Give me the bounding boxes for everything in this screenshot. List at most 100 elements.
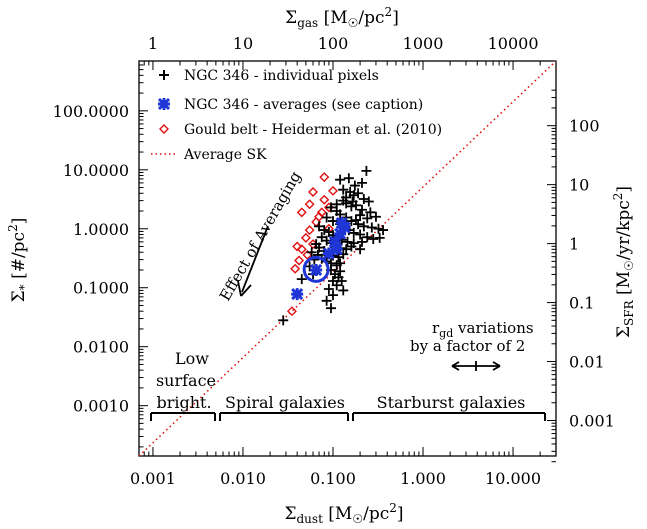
- average-point: [310, 263, 323, 277]
- bottom-tick-label: 10.000: [485, 469, 541, 488]
- top-axis-label: Σgas [M☉/pc2]: [285, 5, 399, 30]
- left-axis-label: Σ* [#/pc2]: [6, 218, 31, 303]
- legend-item-averages: NGC 346 - averages (see caption): [157, 97, 423, 113]
- ngc346-pixel-points: [278, 165, 389, 326]
- pixel-point: [378, 225, 389, 236]
- pixel-point: [327, 216, 338, 227]
- region-spiral: Spiral galaxies: [225, 393, 345, 412]
- pixel-point: [346, 201, 357, 212]
- bottom-axis-ticks: 0.001 0.010 0.100 1.000 10.000: [130, 447, 557, 488]
- average-point: [322, 247, 335, 260]
- pixel-point: [373, 223, 384, 234]
- pixel-point: [321, 295, 332, 306]
- bottom-tick-label: 0.001: [130, 469, 176, 488]
- pixel-point: [355, 244, 366, 255]
- gould-point: [302, 249, 313, 260]
- pixel-point: [348, 227, 359, 238]
- pixel-point: [361, 165, 372, 176]
- pixel-point: [314, 221, 325, 232]
- rgd-annotation: rgd variations by a factor of 2: [410, 319, 534, 371]
- pixel-point: [357, 204, 368, 215]
- averaging-arrow-shaft: [241, 225, 269, 293]
- pixel-point: [362, 213, 373, 224]
- bottom-tick-label: 0.010: [220, 469, 266, 488]
- gould-point: [296, 207, 307, 218]
- pixel-point: [335, 266, 346, 277]
- region-low-line2: surface: [156, 371, 216, 390]
- gould-point: [286, 306, 297, 317]
- right-tick-label: 10: [569, 176, 589, 195]
- right-tick-label: 100: [569, 117, 600, 136]
- pixel-point: [338, 184, 349, 195]
- pixel-point: [319, 225, 330, 236]
- gould-point: [316, 207, 327, 218]
- pixel-point: [368, 234, 379, 245]
- average-point: [291, 288, 304, 301]
- top-tick-label: 1: [148, 34, 158, 53]
- left-tick-label: 10.0000: [63, 161, 129, 180]
- pixel-point: [358, 221, 369, 232]
- left-axis-ticks: 0.0010 0.0100 0.1000 1.0000 10.0000 100.0000: [53, 60, 148, 448]
- pixel-point: [365, 207, 376, 218]
- legend-diamond-marker: [159, 124, 169, 134]
- pixel-point: [331, 280, 342, 291]
- average-point: [335, 216, 348, 230]
- region-low-line1: Low: [175, 349, 209, 368]
- right-tick-label: 0.001: [569, 411, 615, 430]
- right-tick-label: 0.1: [569, 294, 594, 313]
- pixel-point: [321, 212, 332, 223]
- legend-item-gould: Gould belt - Heiderman et al. (2010): [159, 122, 442, 138]
- bottom-tick-label: 1.000: [400, 469, 446, 488]
- pixel-point: [357, 177, 368, 188]
- left-tick-label: 0.1000: [73, 279, 129, 298]
- gould-point: [304, 199, 315, 210]
- bottom-tick-label: 0.100: [310, 469, 356, 488]
- gould-point: [328, 185, 338, 196]
- rgd-range-arrows: [451, 361, 501, 371]
- pixel-point: [296, 274, 307, 285]
- legend-x-marker: [157, 97, 171, 111]
- pixel-point: [374, 232, 385, 243]
- bracket-spiral: [219, 412, 349, 421]
- pixel-point: [306, 247, 317, 258]
- left-tick-label: 0.0100: [73, 338, 129, 357]
- average-point: [330, 243, 343, 256]
- pixel-point: [346, 216, 357, 227]
- left-tick-label: 0.0010: [73, 397, 129, 416]
- legend-label-gould: Gould belt - Heiderman et al. (2010): [184, 122, 442, 138]
- left-tick-label: 1.0000: [73, 220, 129, 239]
- right-tick-label: 0.01: [569, 353, 605, 372]
- top-tick-label: 10000: [488, 34, 539, 53]
- pixel-point: [347, 196, 358, 207]
- pixel-point: [362, 232, 373, 243]
- bracket-low: [150, 412, 216, 421]
- pixel-point: [355, 229, 366, 240]
- average-point: [328, 235, 341, 248]
- pixel-point: [355, 210, 366, 221]
- right-tick-label: 1: [569, 235, 579, 254]
- region-labels: Low surface bright. Spiral galaxies Star…: [150, 349, 546, 421]
- pixel-point: [353, 188, 364, 199]
- pixel-point: [370, 211, 381, 222]
- average-point: [334, 227, 347, 240]
- pixel-point: [341, 192, 352, 203]
- legend: NGC 346 - individual pixels NGC 346 - av…: [151, 68, 442, 163]
- bracket-starburst: [352, 412, 546, 421]
- average-sk-line: [139, 61, 556, 456]
- region-starburst: Starburst galaxies: [377, 393, 526, 412]
- ngc346-average-points: [291, 216, 351, 301]
- pixel-point: [363, 196, 374, 207]
- pixel-point: [327, 290, 338, 301]
- gould-point: [319, 194, 330, 205]
- gould-point: [304, 225, 315, 236]
- pixel-point: [325, 202, 336, 213]
- pixel-point: [357, 236, 368, 247]
- legend-plus-marker: [159, 70, 169, 80]
- gould-point: [296, 244, 307, 255]
- pixel-point: [336, 276, 347, 287]
- pixel-point: [366, 222, 377, 233]
- bottom-axis-label: Σdust [M☉/pc2]: [284, 501, 403, 524]
- top-axis-ticks: 1 10 100 1000 10000: [138, 34, 557, 70]
